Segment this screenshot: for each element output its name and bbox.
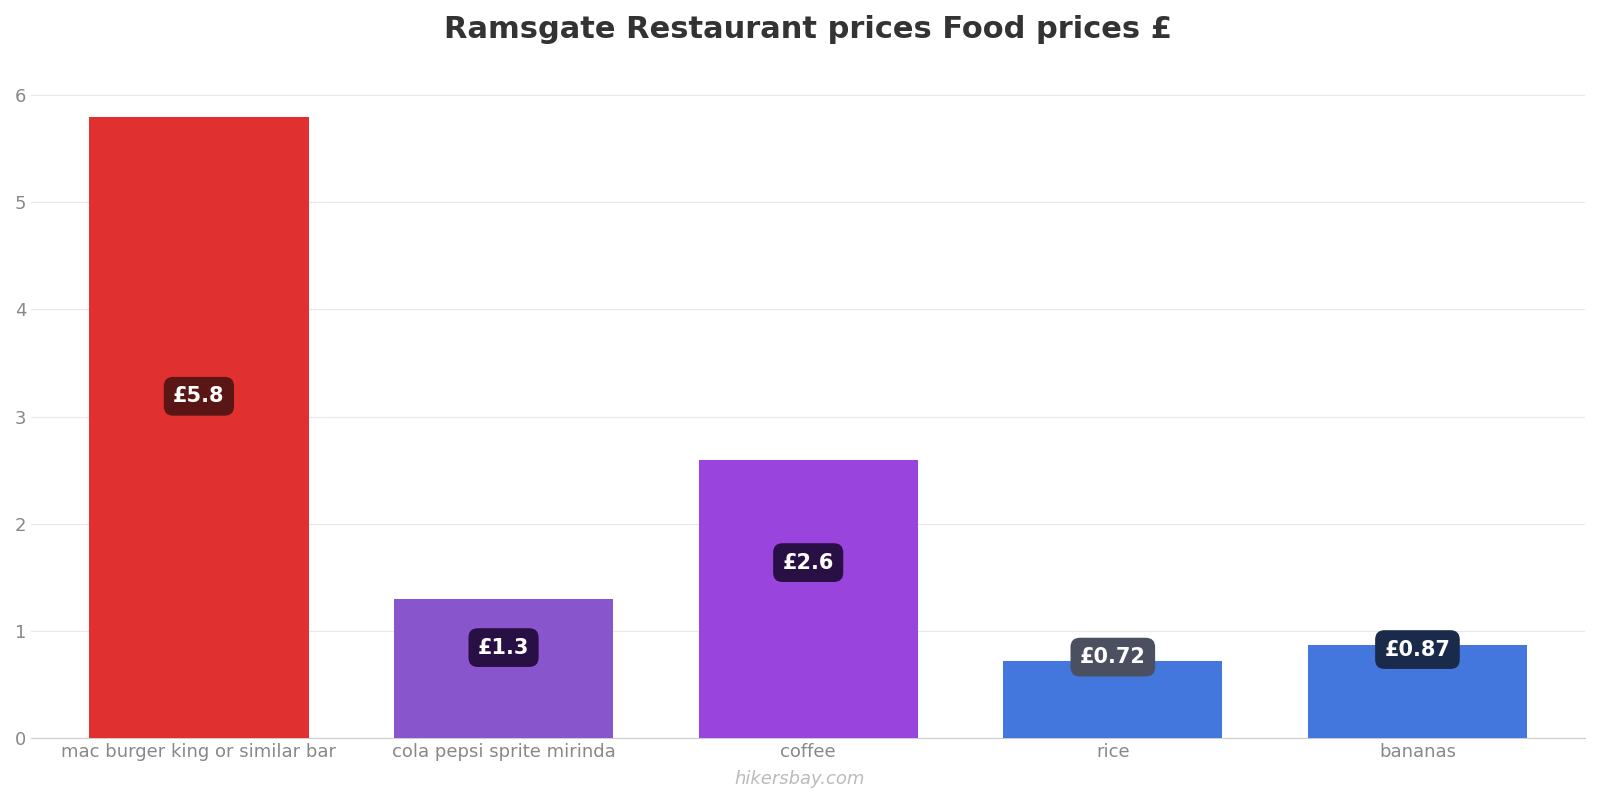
Bar <box>1003 661 1222 738</box>
Text: hikersbay.com: hikersbay.com <box>734 770 866 788</box>
Text: £0.72: £0.72 <box>1080 647 1146 667</box>
Bar <box>699 459 918 738</box>
Bar <box>394 599 613 738</box>
Text: £0.87: £0.87 <box>1384 639 1450 659</box>
Text: £2.6: £2.6 <box>782 553 834 573</box>
Text: £1.3: £1.3 <box>478 638 530 658</box>
Bar <box>1307 645 1526 738</box>
Bar <box>90 117 309 738</box>
Title: Ramsgate Restaurant prices Food prices £: Ramsgate Restaurant prices Food prices £ <box>445 15 1173 44</box>
Text: £5.8: £5.8 <box>173 386 224 406</box>
